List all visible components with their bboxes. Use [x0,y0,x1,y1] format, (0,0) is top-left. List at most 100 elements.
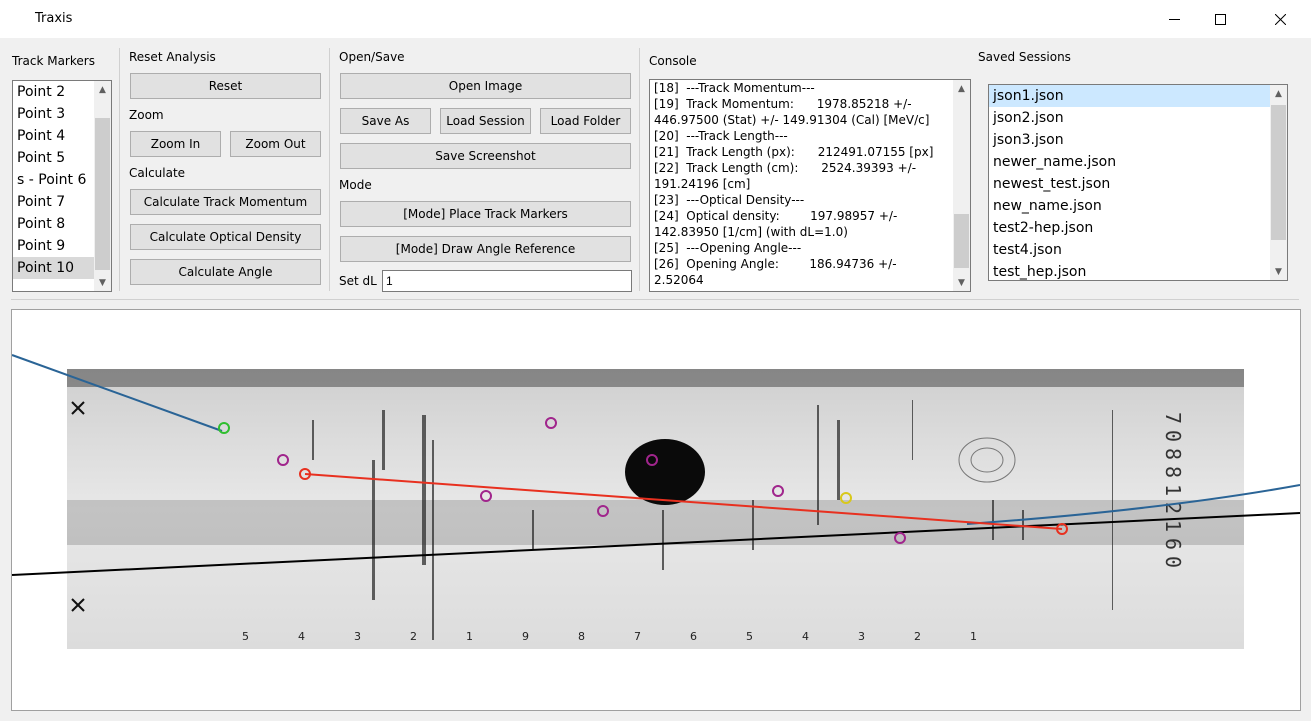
saved-session-item[interactable]: newer_name.json [993,154,1117,170]
bottom-tick-label: 1 [970,630,977,643]
mode-label: Mode [339,178,372,192]
saved-session-item[interactable]: json2.json [993,110,1064,126]
track-marker-item[interactable]: Point 2 [17,84,66,100]
track-marker-item[interactable]: s - Point 6 [17,172,87,188]
zoom-out-button[interactable]: Zoom Out [230,131,321,157]
saved-session-item[interactable]: newest_test.json [993,176,1111,192]
image-canvas[interactable]: 7 0 8 8 1 2 1 6 0 5 4 3 2 1 9 8 7 6 5 4 3 2 1 [11,309,1301,711]
bottom-tick-label: 8 [578,630,585,643]
track-markers-overlay [218,417,1068,544]
scroll-thumb[interactable] [1271,105,1286,240]
console-line: [19] Track Momentum: 1978.85218 +/- [654,97,912,111]
track-marker-item[interactable]: Point 7 [17,194,66,210]
marker-point[interactable] [480,490,492,502]
track-marker-item[interactable]: Point 5 [17,150,66,166]
saved-session-item[interactable]: test_hep.json [993,264,1087,280]
track-markers-scrollbar[interactable]: ▲ ▼ [94,81,111,291]
dark-blob [625,439,705,505]
save-as-button[interactable]: Save As [340,108,431,134]
minimize-button[interactable] [1151,0,1197,38]
marker-point[interactable] [545,417,557,429]
bottom-tick-label: 6 [690,630,697,643]
marker-point[interactable] [894,532,906,544]
bottom-tick-label: 5 [242,630,249,643]
separator [11,299,1299,300]
maximize-button[interactable] [1197,0,1243,38]
side-character: 0 [1161,556,1185,568]
track-markers-label: Track Markers [12,54,95,68]
separator [329,48,330,291]
scroll-down-icon[interactable]: ▼ [958,277,965,288]
save-screenshot-button[interactable]: Save Screenshot [340,143,631,169]
load-folder-button[interactable]: Load Folder [540,108,631,134]
side-character: 1 [1161,484,1185,496]
scroll-up-icon[interactable]: ▲ [1275,88,1282,99]
track-line [304,473,1063,530]
saved-sessions-scrollbar[interactable]: ▲ ▼ [1270,85,1287,280]
console-line: 446.97500 (Stat) +/- 149.91304 (Cal) [Me… [654,113,930,127]
scroll-down-icon[interactable]: ▼ [1275,266,1282,277]
scroll-thumb[interactable] [954,214,969,268]
image-streak [992,500,994,540]
reset-button[interactable]: Reset [130,73,321,99]
zoom-in-button[interactable]: Zoom In [130,131,221,157]
marker-point[interactable] [646,454,658,466]
image-streak [662,510,664,570]
saved-sessions-items: json1.json json2.json json3.json newer_name… [989,85,1287,280]
calculate-label: Calculate [129,166,186,180]
console-line: 2.52064 [654,273,704,287]
marker-yellow[interactable] [840,492,852,504]
draw-angle-reference-button[interactable]: [Mode] Draw Angle Reference [340,236,631,262]
image-streak [532,510,534,550]
reset-analysis-label: Reset Analysis [129,50,216,64]
saved-session-item[interactable]: json1.json [989,85,1287,107]
track-markers-list[interactable]: Point 2 Point 3 Point 4 Point 5 s - Point 6 P… [12,80,112,292]
window-title: Traxis [35,11,73,26]
track-marker-item[interactable]: Point 4 [17,128,66,144]
console-lines: [18] ---Track Momentum--- [19] Track Mome… [650,80,970,288]
fiducial-crosses [71,401,85,612]
close-button[interactable] [1257,0,1303,38]
saved-sessions-list[interactable]: json1.json json2.json json3.json newer_name… [988,84,1288,281]
track-marker-item[interactable]: Point 10 [13,257,111,279]
saved-session-item[interactable]: json3.json [993,132,1064,148]
open-image-button[interactable]: Open Image [340,73,631,99]
spiral-track [970,447,1004,473]
scroll-thumb[interactable] [95,118,110,270]
marker-track-start[interactable] [299,468,311,480]
console-line: [22] Track Length (cm): 2524.39393 +/- [654,161,917,175]
track-marker-item[interactable]: Point 9 [17,238,66,254]
marker-point[interactable] [597,505,609,517]
calculate-track-momentum-button[interactable]: Calculate Track Momentum [130,189,321,215]
bottom-tick-label: 1 [466,630,473,643]
image-streak [422,415,426,565]
load-session-button[interactable]: Load Session [440,108,531,134]
calculate-optical-density-button[interactable]: Calculate Optical Density [130,224,321,250]
separator [639,48,640,291]
side-character: 8 [1161,448,1185,460]
separator [119,48,120,291]
saved-session-item[interactable]: new_name.json [993,198,1102,214]
scroll-up-icon[interactable]: ▲ [958,83,965,94]
set-dl-input[interactable] [382,270,632,292]
place-track-markers-button[interactable]: [Mode] Place Track Markers [340,201,631,227]
console-line: [23] ---Optical Density--- [654,193,805,207]
saved-session-item[interactable]: test4.json [993,242,1062,258]
console-output[interactable]: [18] ---Track Momentum--- [19] Track Mome… [649,79,971,292]
marker-point[interactable] [772,485,784,497]
scroll-up-icon[interactable]: ▲ [99,84,106,95]
console-scrollbar[interactable]: ▲ ▼ [953,80,970,291]
calculate-angle-button[interactable]: Calculate Angle [130,259,321,285]
side-character: 7 [1161,412,1185,424]
track-marker-item[interactable]: Point 3 [17,106,66,122]
saved-session-item[interactable]: test2-hep.json [993,220,1094,236]
marker-green[interactable] [218,422,230,434]
bottom-tick-label: 7 [634,630,641,643]
scroll-down-icon[interactable]: ▼ [99,277,106,288]
marker-point[interactable] [277,454,289,466]
bubble-chamber-view[interactable]: 7 0 8 8 1 2 1 6 0 5 4 3 2 1 9 8 7 6 5 4 3 2 1 [12,310,1300,710]
marker-track-end[interactable] [1056,523,1068,535]
close-icon [1274,13,1286,25]
track-marker-item[interactable]: Point 8 [17,216,66,232]
